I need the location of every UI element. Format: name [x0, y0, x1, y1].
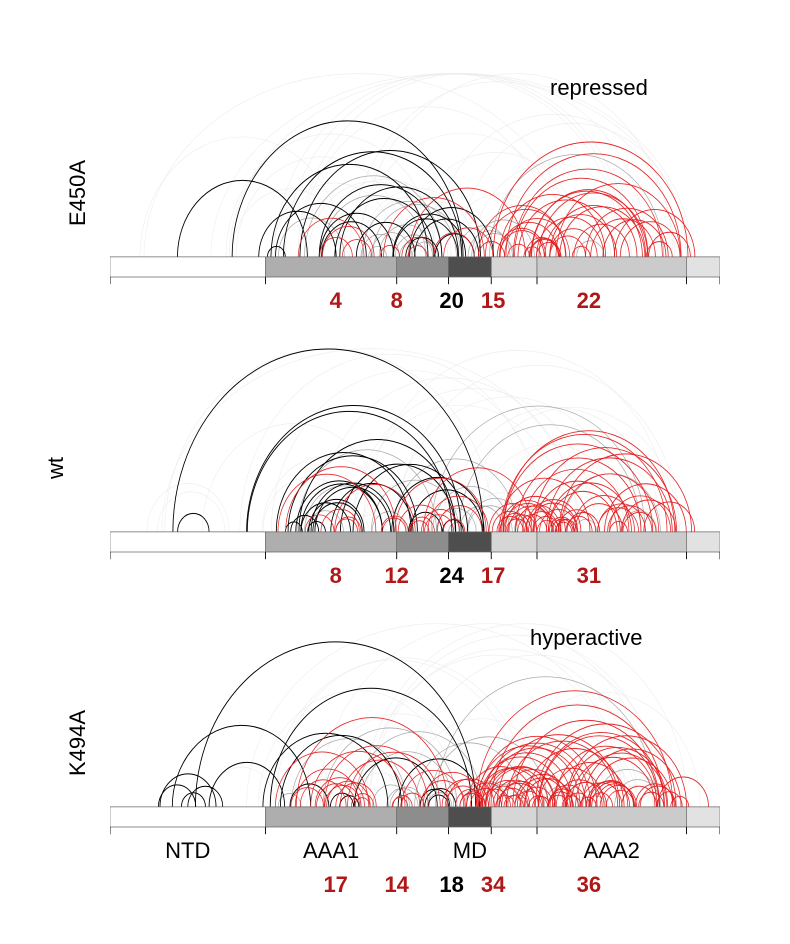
arc — [355, 798, 371, 807]
arc — [335, 484, 416, 531]
arc — [407, 655, 665, 807]
arc-group-red_md2 — [492, 434, 670, 531]
domain-AAA2 — [537, 532, 686, 552]
state-label: hyperactive — [530, 625, 643, 651]
arc — [247, 624, 627, 807]
arc-diagram-figure: E450A repressed 4 8 20 15 22 wt 8 12 24 17 31 K494A hy… — [0, 0, 790, 944]
arc — [178, 513, 209, 532]
count-label: 18 — [439, 872, 463, 898]
arc-group-red_md2 — [478, 169, 680, 257]
arc — [536, 217, 603, 257]
domain-seg — [491, 257, 537, 277]
count-label: 22 — [577, 288, 601, 314]
domain-seg — [686, 807, 720, 827]
arc — [298, 74, 630, 257]
domain-label: AAA2 — [584, 838, 640, 864]
count-label: 20 — [439, 288, 463, 314]
count-label: 8 — [330, 563, 342, 589]
arc — [431, 406, 645, 532]
count-label: 12 — [384, 563, 408, 589]
arc-group-red_left — [275, 718, 447, 807]
count-label: 24 — [439, 563, 463, 589]
count-label: 8 — [391, 288, 403, 314]
domain-bar — [110, 532, 720, 559]
domain-seg — [397, 532, 449, 552]
domain-AAA2 — [537, 257, 686, 277]
domain-label: AAA1 — [303, 838, 359, 864]
panel-E450A — [110, 70, 720, 300]
domain-seg — [686, 532, 720, 552]
domain-NTD — [110, 532, 266, 552]
domain-NTD — [110, 257, 266, 277]
count-label: 36 — [577, 872, 601, 898]
count-label: 15 — [481, 288, 505, 314]
domain-seg — [397, 257, 449, 277]
row-label: E450A — [65, 160, 91, 226]
arc — [408, 246, 427, 257]
domain-bar — [110, 807, 720, 834]
arc — [147, 483, 229, 532]
panel-wt — [110, 345, 720, 575]
row-label: wt — [43, 457, 69, 479]
arc — [181, 793, 205, 807]
domain-AAA1 — [266, 257, 397, 277]
count-label: 14 — [384, 872, 408, 898]
arc — [493, 142, 688, 257]
domain-AAA1 — [266, 807, 397, 827]
domain-seg — [491, 807, 537, 827]
domain-NTD — [110, 807, 266, 827]
domain-seg — [491, 532, 537, 552]
arc — [360, 74, 673, 257]
domain-bar — [110, 257, 720, 284]
state-label: repressed — [550, 75, 648, 101]
domain-label: NTD — [165, 838, 210, 864]
domain-MD — [449, 532, 492, 552]
count-label: 17 — [323, 872, 347, 898]
domain-seg — [397, 807, 449, 827]
domain-MD — [449, 257, 492, 277]
domain-AAA1 — [266, 532, 397, 552]
count-label: 4 — [330, 288, 342, 314]
count-label: 34 — [481, 872, 505, 898]
arc — [380, 245, 399, 256]
row-label: K494A — [65, 710, 91, 776]
domain-seg — [686, 257, 720, 277]
arc — [366, 655, 624, 807]
arc — [240, 354, 541, 532]
domain-AAA2 — [537, 807, 686, 827]
domain-MD — [449, 807, 492, 827]
domain-label: MD — [453, 838, 487, 864]
panel-K494A — [110, 620, 720, 850]
count-label: 31 — [577, 563, 601, 589]
count-label: 17 — [481, 563, 505, 589]
